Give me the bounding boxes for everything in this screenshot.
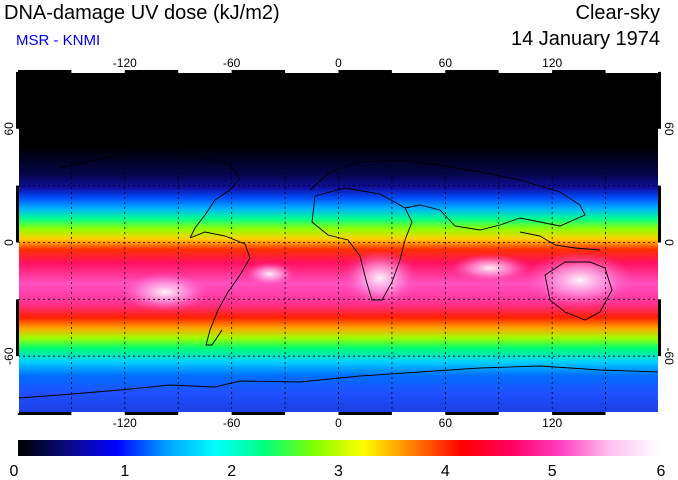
hotspot-indian-ocean	[450, 254, 530, 282]
colorbar-label: 2	[227, 463, 236, 480]
lat-label-left: 60	[2, 122, 16, 136]
lon-label-top: -120	[113, 56, 137, 70]
lon-label-top: -60	[223, 56, 241, 70]
lat-label-right: -60	[662, 347, 676, 365]
lon-label-top: 120	[542, 56, 562, 70]
gridlines	[18, 72, 659, 413]
frame-band-bottom	[231, 412, 286, 415]
hotspot-southern-africa	[342, 250, 418, 306]
date-label: 14 January 1974	[510, 28, 660, 50]
frame-band-right	[658, 356, 661, 413]
coastlines	[17, 149, 660, 399]
frame-band-left	[16, 128, 19, 186]
frame-band-bottom	[605, 412, 659, 415]
hotspot-south-pacific	[120, 272, 210, 312]
frame-band-bottom	[338, 412, 392, 415]
frame-band-bottom	[391, 412, 446, 415]
lat-label-right: 0	[662, 239, 676, 246]
frame-band-left	[16, 356, 19, 413]
coast-antarctica	[17, 365, 660, 399]
colorbar-label: 4	[441, 463, 450, 480]
frame-band-bottom	[71, 412, 125, 415]
coast-australia	[544, 261, 613, 321]
frame-band-top	[231, 70, 286, 73]
map-title: DNA-damage UV dose (kJ/m2)	[4, 2, 280, 24]
colorbar-label: 5	[548, 463, 557, 480]
frame-band-bottom	[552, 412, 606, 415]
frame-band-top	[338, 70, 392, 73]
lat-label-right: 60	[662, 122, 676, 136]
frame-band-right	[658, 242, 661, 300]
frame-band-top	[18, 70, 72, 73]
frame-band-bottom	[498, 412, 553, 415]
lat-label-left: -60	[2, 347, 16, 365]
frame-lat-lon-bands	[16, 70, 661, 415]
lon-label-bottom: -60	[223, 416, 241, 430]
coast-north-america	[59, 149, 241, 239]
frame-band-left	[16, 72, 19, 129]
sky-condition-label: Clear-sky	[575, 2, 660, 24]
frame-band-right	[658, 72, 661, 129]
frame-band-top	[124, 70, 179, 73]
frame-band-top	[391, 70, 446, 73]
frame-band-left	[16, 242, 19, 300]
coast-eurasia	[309, 159, 586, 231]
frame-band-bottom	[18, 412, 72, 415]
lat-label-left: 0	[2, 239, 16, 246]
lon-label-bottom: -120	[113, 416, 137, 430]
lon-label-bottom: 60	[439, 416, 453, 430]
frame-band-top	[285, 70, 339, 73]
hotspot-south-atlantic	[245, 262, 295, 286]
frame-band-top	[605, 70, 659, 73]
coast-south-america	[189, 231, 251, 346]
frame-band-top	[552, 70, 606, 73]
frame-band-bottom	[445, 412, 499, 415]
coast-africa	[311, 187, 413, 301]
lon-label-top: 60	[439, 56, 453, 70]
source-label: MSR - KNMI	[16, 32, 101, 49]
colorbar-label: 3	[334, 463, 343, 480]
frame-band-right	[658, 128, 661, 186]
frame-band-bottom	[285, 412, 339, 415]
frame-band-left	[16, 185, 19, 243]
lon-label-bottom: 0	[335, 416, 342, 430]
colorbar	[18, 440, 659, 456]
frame-band-top	[178, 70, 232, 73]
frame-band-right	[658, 299, 661, 357]
lon-label-bottom: 120	[542, 416, 562, 430]
frame-band-top	[71, 70, 125, 73]
frame-band-top	[445, 70, 499, 73]
frame-band-left	[16, 299, 19, 357]
colorbar-label: 1	[120, 463, 129, 480]
colorbar-label: 0	[10, 463, 19, 480]
coast-maritime-asia	[519, 231, 601, 251]
lon-label-top: 0	[335, 56, 342, 70]
colorbar-label: 6	[657, 463, 666, 480]
frame-band-bottom	[124, 412, 179, 415]
frame-band-top	[498, 70, 553, 73]
frame-band-right	[658, 185, 661, 243]
frame-band-bottom	[178, 412, 232, 415]
